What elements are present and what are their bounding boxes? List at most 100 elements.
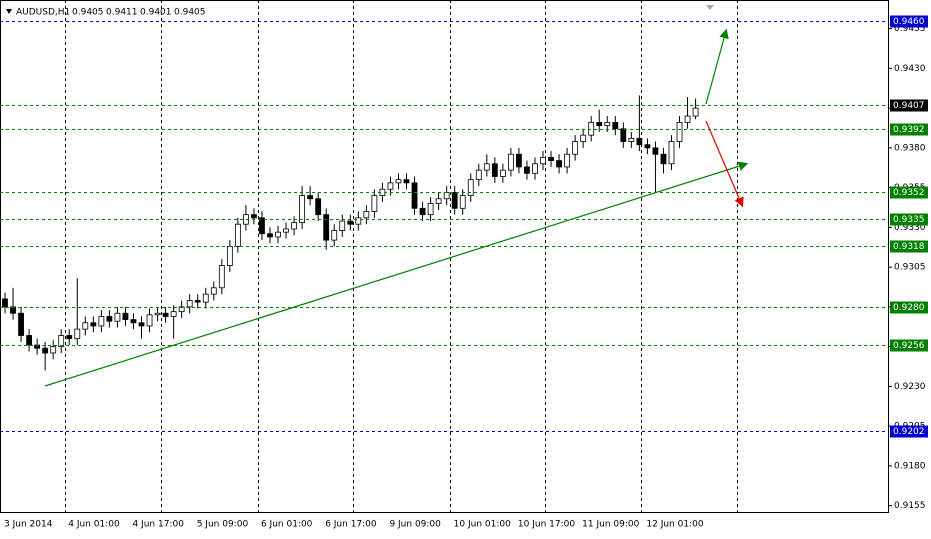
candle-body — [516, 153, 522, 168]
level-label-box — [890, 15, 928, 28]
candle-body — [467, 179, 474, 196]
candle-body — [315, 198, 322, 216]
candle-body — [323, 214, 330, 241]
candle-body — [26, 335, 32, 346]
y-tick-label: 0.9430 — [894, 64, 926, 74]
level-label-box — [890, 301, 928, 314]
candle-body — [588, 122, 595, 136]
candle-body — [18, 312, 24, 336]
candle-body — [668, 141, 675, 165]
x-tick-label: 5 Jun 09:00 — [197, 520, 249, 530]
up-arrow — [705, 28, 729, 105]
candle-body — [612, 122, 619, 130]
candle-body — [604, 122, 611, 127]
candle-body — [692, 107, 699, 117]
candle-body — [210, 287, 217, 295]
x-tick-label: 4 Jun 17:00 — [132, 520, 184, 530]
candle-body — [299, 195, 306, 224]
y-tick-label: 0.9455 — [894, 24, 926, 34]
level-label-box — [890, 123, 928, 136]
candle-body — [596, 122, 603, 127]
level-label: 0.9318 — [893, 242, 925, 252]
header-high: 0.9411 — [106, 8, 138, 18]
candle-body — [580, 134, 587, 142]
y-tick-label: 0.9380 — [894, 143, 926, 153]
y-tick-label: 0.9155 — [894, 501, 926, 511]
level-label-box — [890, 213, 928, 226]
candle-body — [540, 157, 546, 165]
level-label: 0.9256 — [893, 341, 925, 351]
candle-body — [66, 335, 73, 340]
candle-body — [676, 122, 683, 142]
candle-body — [644, 144, 651, 149]
trend-line — [44, 161, 749, 387]
level-label-box — [890, 425, 928, 438]
candle-body — [628, 137, 635, 142]
candle-body — [548, 157, 554, 161]
candle-body — [491, 163, 498, 177]
candle-body — [50, 346, 57, 354]
candle-body — [202, 293, 209, 303]
candle-body — [419, 207, 426, 216]
y-tick-label: 0.9330 — [894, 223, 926, 233]
level-label-box — [890, 339, 928, 352]
level-label: 0.9352 — [893, 188, 925, 198]
candle-body — [58, 335, 65, 348]
candle-body — [138, 322, 145, 327]
x-tick-label: 4 Jun 01:00 — [68, 520, 120, 530]
candle-body — [451, 191, 458, 209]
candle-body — [194, 300, 201, 303]
x-tick-label: 3 Jun 2014 — [4, 520, 53, 530]
candle-body — [267, 233, 273, 238]
level-label: 0.9202 — [893, 427, 925, 437]
candle-body — [507, 153, 514, 171]
x-tick-label: 12 Jun 01:00 — [646, 520, 703, 530]
candle-body — [620, 128, 627, 142]
candle-body — [283, 228, 289, 233]
candle-body — [363, 211, 370, 219]
level-label-box — [890, 99, 928, 112]
level-label: 0.9392 — [893, 125, 925, 135]
candle-body — [291, 222, 297, 230]
candle-body — [403, 179, 410, 184]
candle-body — [154, 312, 161, 316]
level-label-box — [890, 240, 928, 253]
candle-body — [532, 163, 538, 174]
candle-body — [475, 169, 482, 181]
candle-body — [636, 137, 643, 146]
symbol: AUDUSD,H1 — [16, 8, 70, 18]
candle-body — [98, 316, 105, 327]
x-tick-label: 10 Jun 17:00 — [518, 520, 575, 530]
candle-body — [355, 217, 362, 225]
candle-body — [684, 115, 691, 123]
candle-body — [307, 195, 314, 200]
x-tick-label: 9 Jun 09:00 — [389, 520, 441, 530]
shift-marker — [706, 5, 714, 10]
candle-body — [483, 163, 490, 171]
x-tick-label: 10 Jun 01:00 — [454, 520, 511, 530]
candle-body — [524, 166, 530, 174]
header-low: 0.9401 — [140, 8, 172, 18]
header-open: 0.9405 — [72, 8, 104, 18]
level-label: 0.9460 — [893, 17, 925, 27]
x-tick-label: 11 Jun 09:00 — [582, 520, 639, 530]
candle-body — [114, 312, 121, 322]
candle-body — [106, 316, 113, 322]
y-tick-label: 0.9305 — [894, 263, 926, 273]
candle-body — [427, 203, 434, 216]
candle-body — [74, 328, 81, 340]
candle-body — [387, 182, 394, 190]
candle-body — [178, 306, 185, 313]
x-tick-label: 6 Jun 17:00 — [325, 520, 377, 530]
candle-body — [572, 141, 579, 155]
candle-body — [331, 230, 338, 241]
vertical-grid — [65, 0, 738, 512]
y-tick-label: 0.9180 — [894, 461, 926, 471]
candle-body — [226, 246, 233, 266]
candle-body — [371, 195, 378, 212]
down-arrow — [705, 120, 744, 208]
candle-body — [339, 220, 346, 231]
header-close: 0.9405 — [174, 8, 206, 18]
candle-body — [10, 306, 16, 314]
candle-body — [443, 191, 450, 200]
